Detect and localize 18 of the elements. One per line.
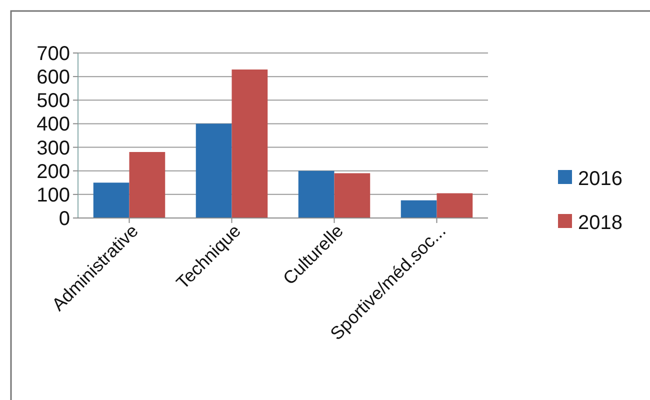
bar	[232, 70, 268, 218]
bar	[93, 182, 130, 218]
y-tick-label: 600	[36, 66, 70, 89]
bar	[298, 170, 334, 218]
bar	[196, 124, 232, 218]
bar	[129, 152, 166, 218]
bar	[400, 200, 437, 218]
y-tick-label: 100	[36, 184, 70, 206]
y-tick-label: 500	[36, 90, 70, 112]
bar	[436, 193, 473, 218]
bar	[334, 173, 370, 218]
y-tick-label: 300	[36, 137, 70, 160]
y-tick-label: 700	[36, 43, 70, 65]
y-tick-label: 0	[58, 208, 70, 230]
y-tick-label: 400	[36, 114, 70, 136]
y-tick-label: 200	[36, 160, 70, 183]
legend-label: 2016	[578, 168, 622, 190]
legend-label: 2018	[578, 212, 622, 234]
